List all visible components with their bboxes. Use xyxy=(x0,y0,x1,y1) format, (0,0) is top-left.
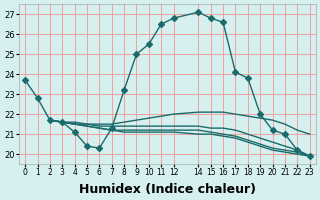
X-axis label: Humidex (Indice chaleur): Humidex (Indice chaleur) xyxy=(79,183,256,196)
